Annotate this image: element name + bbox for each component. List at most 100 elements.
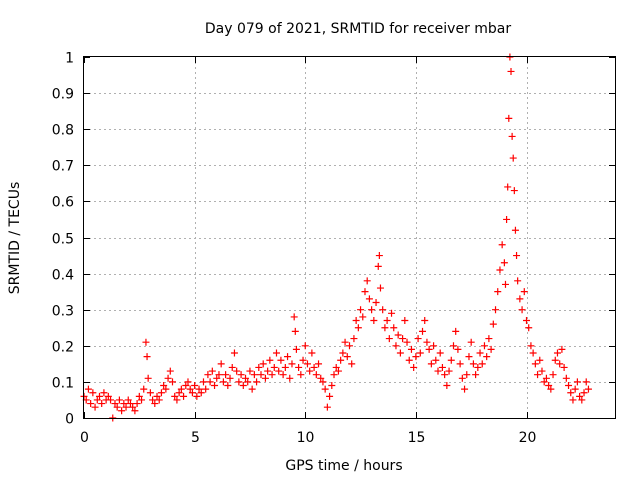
data-point <box>388 309 396 317</box>
data-point <box>288 360 296 368</box>
data-point <box>341 338 349 346</box>
data-point <box>120 400 128 408</box>
data-point <box>135 392 143 400</box>
data-point <box>193 392 201 400</box>
data-point <box>474 363 482 371</box>
data-point <box>111 400 119 408</box>
data-point <box>186 385 194 393</box>
data-point <box>375 252 383 260</box>
data-point <box>425 345 433 353</box>
data-point <box>149 396 157 404</box>
data-point <box>146 389 154 397</box>
data-point <box>549 371 557 379</box>
data-point <box>286 374 294 382</box>
data-points-layer <box>80 53 592 422</box>
x-tick-label: 5 <box>191 430 200 446</box>
data-point <box>372 298 380 306</box>
data-point <box>310 363 318 371</box>
data-point <box>199 378 207 386</box>
data-point <box>268 371 276 379</box>
y-tick-label: 0.2 <box>52 340 74 356</box>
data-point <box>487 345 495 353</box>
data-point <box>246 367 254 375</box>
data-point <box>257 371 265 379</box>
y-tick-label: 0.4 <box>52 268 74 284</box>
data-point <box>118 407 126 415</box>
data-point <box>337 356 345 364</box>
data-point <box>472 371 480 379</box>
data-point <box>370 317 378 325</box>
data-point <box>98 400 106 408</box>
data-point <box>328 382 336 390</box>
data-point <box>248 385 256 393</box>
data-point <box>465 353 473 361</box>
data-point <box>348 360 356 368</box>
data-point <box>385 335 393 343</box>
data-point <box>567 389 575 397</box>
data-point <box>166 367 174 375</box>
x-tick-label: 0 <box>80 430 89 446</box>
data-point <box>312 371 320 379</box>
data-point <box>131 407 139 415</box>
data-point <box>211 382 219 390</box>
data-point <box>217 360 225 368</box>
data-point <box>432 356 440 364</box>
data-point <box>259 360 267 368</box>
data-point <box>480 342 488 350</box>
data-point <box>520 288 528 296</box>
y-tick-label: 0.1 <box>52 376 74 392</box>
data-point <box>140 385 148 393</box>
data-point <box>237 371 245 379</box>
data-point <box>414 335 422 343</box>
labels-layer: 0 5 10 15 20 0 0.1 0.2 0.3 0.4 0.5 0.6 0.7 0.8 0.9 1 <box>52 51 537 447</box>
data-point <box>91 403 99 411</box>
data-point <box>326 392 334 400</box>
data-point <box>315 360 323 368</box>
data-point <box>169 378 176 386</box>
data-point <box>332 363 340 371</box>
data-point <box>492 306 500 314</box>
data-point <box>160 382 168 390</box>
data-point <box>343 353 351 361</box>
data-point <box>321 385 329 393</box>
data-point <box>308 349 316 357</box>
data-point <box>275 367 283 375</box>
data-point <box>115 396 123 404</box>
data-point <box>266 356 274 364</box>
data-point <box>334 367 342 375</box>
data-point <box>142 338 150 346</box>
data-point <box>346 342 353 350</box>
data-point <box>518 306 526 314</box>
data-point <box>177 385 185 393</box>
data-point <box>578 396 586 404</box>
data-point <box>498 241 506 249</box>
data-point <box>553 349 561 357</box>
data-point <box>228 363 236 371</box>
data-point <box>504 183 512 191</box>
data-point <box>485 335 493 343</box>
data-point <box>133 400 141 408</box>
data-point <box>264 367 272 375</box>
data-point <box>93 396 101 404</box>
data-point <box>144 374 152 382</box>
data-point <box>354 324 362 332</box>
data-point <box>208 367 216 375</box>
data-point <box>319 378 327 386</box>
data-point <box>284 353 292 361</box>
data-point <box>461 385 469 393</box>
data-point <box>122 403 130 411</box>
data-point <box>405 356 413 364</box>
data-point <box>443 382 451 390</box>
data-point <box>525 324 533 332</box>
data-point <box>545 382 553 390</box>
data-point <box>113 403 121 411</box>
data-point <box>292 345 300 353</box>
data-point <box>233 367 241 375</box>
data-point <box>547 385 555 393</box>
data-point <box>368 306 376 314</box>
data-point <box>129 403 137 411</box>
data-point <box>230 349 238 357</box>
data-point <box>157 389 165 397</box>
data-point <box>242 374 250 382</box>
data-point <box>438 363 446 371</box>
